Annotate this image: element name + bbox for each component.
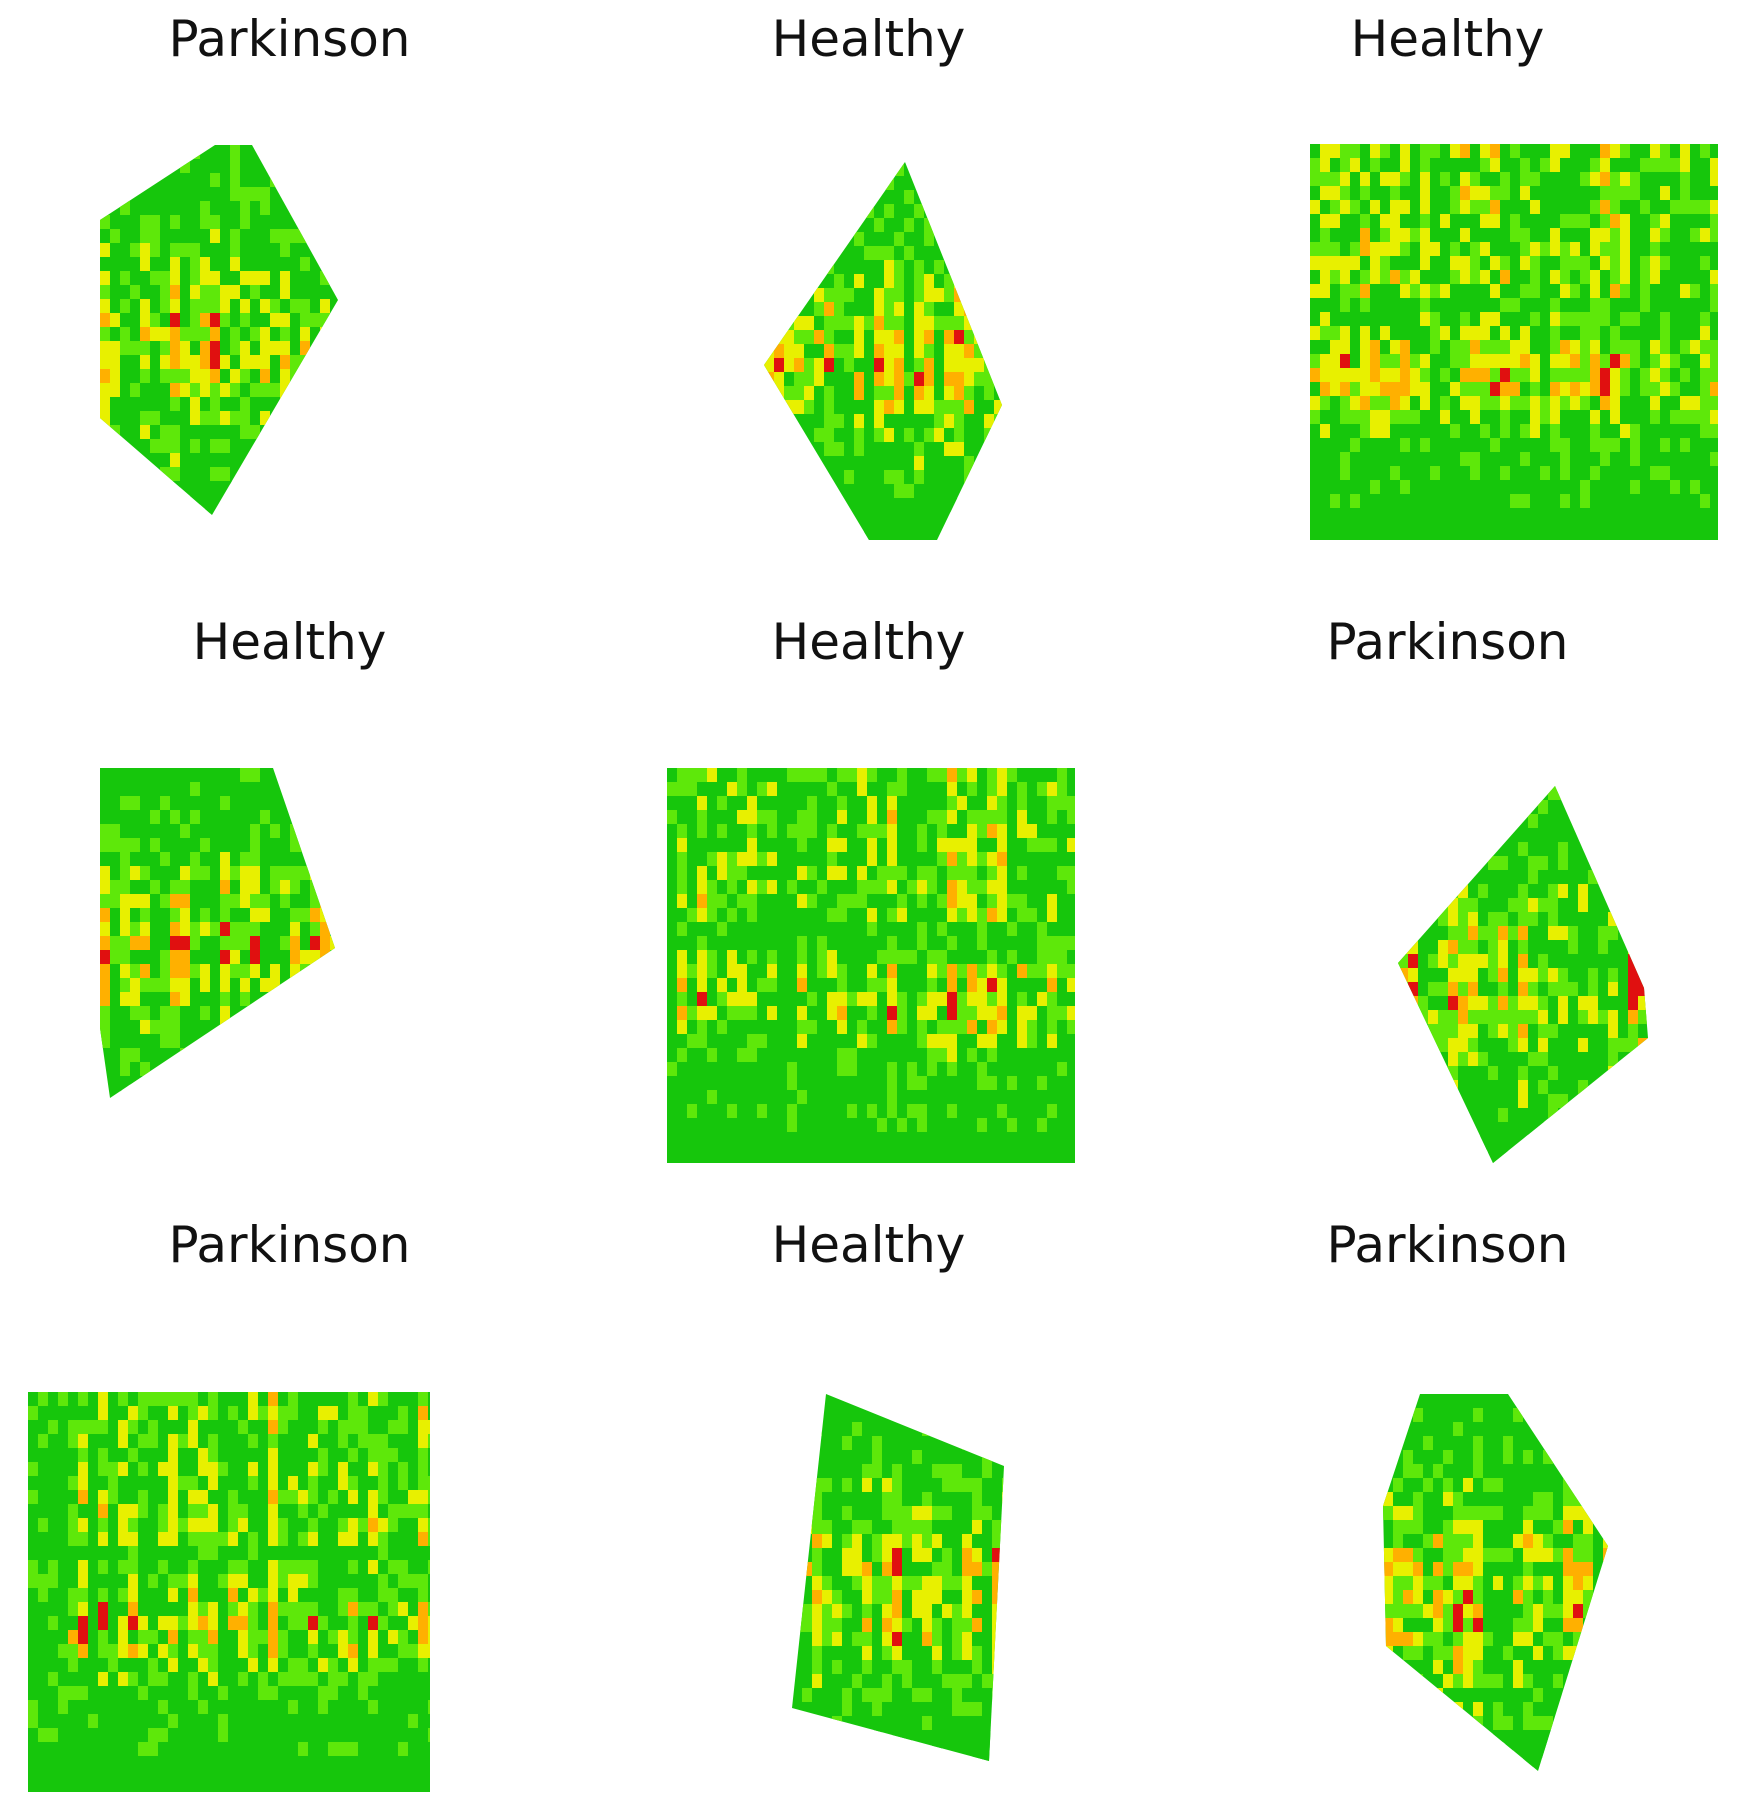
- texture: [100, 768, 335, 1098]
- texture: [667, 768, 1075, 1163]
- texture: [1310, 144, 1718, 540]
- panel-9: Parkinson: [1158, 1206, 1737, 1809]
- texture: [28, 1392, 430, 1792]
- panel-title: Parkinson: [168, 1216, 411, 1274]
- texture: [1398, 786, 1648, 1163]
- panel-5: Healthy: [579, 603, 1158, 1206]
- panel-title: Healthy: [771, 1216, 966, 1274]
- panel-title: Healthy: [1350, 10, 1545, 68]
- spectrogram-image: [28, 1392, 430, 1792]
- panel-title: Parkinson: [1326, 1216, 1569, 1274]
- panel-title: Healthy: [771, 10, 966, 68]
- panel-title: Parkinson: [1326, 613, 1569, 671]
- texture: [792, 1394, 1004, 1761]
- panel-2: Healthy: [579, 0, 1158, 603]
- panel-7: Parkinson: [0, 1206, 579, 1809]
- spectrogram-image: [792, 1394, 1004, 1761]
- panel-title: Healthy: [771, 613, 966, 671]
- spectrogram-image: [1383, 1394, 1608, 1771]
- spectrogram-image: [667, 768, 1075, 1163]
- spectrogram-image: [764, 162, 1002, 540]
- texture: [100, 145, 338, 515]
- texture: [764, 162, 1002, 540]
- spectrogram-image: [1310, 144, 1718, 540]
- panel-8: Healthy: [579, 1206, 1158, 1809]
- panel-title: Healthy: [192, 613, 387, 671]
- panel-1: Parkinson: [0, 0, 579, 603]
- texture: [1383, 1394, 1608, 1771]
- spectrogram-image: [100, 768, 335, 1098]
- spectrogram-image: [100, 145, 338, 515]
- panel-6: Parkinson: [1158, 603, 1737, 1206]
- panel-4: Healthy: [0, 603, 579, 1206]
- spectrogram-image: [1398, 786, 1648, 1163]
- panel-3: Healthy: [1158, 0, 1737, 603]
- panel-title: Parkinson: [168, 10, 411, 68]
